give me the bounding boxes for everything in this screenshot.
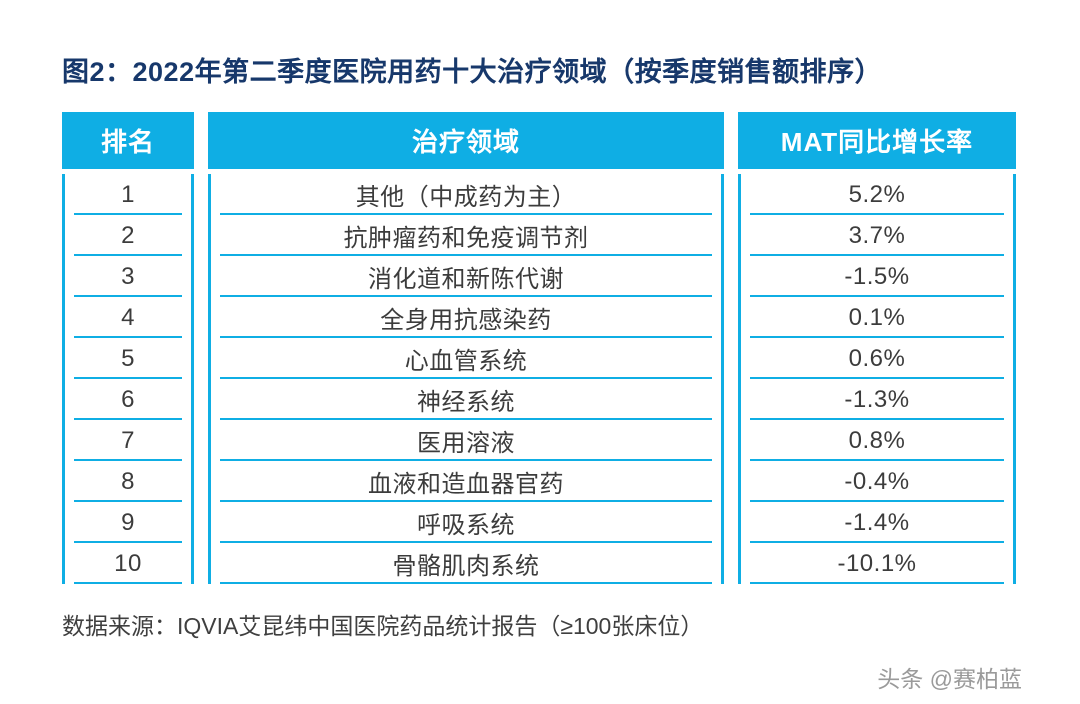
area-column: 治疗领域 其他（中成药为主） 抗肿瘤药和免疫调节剂 消化道和新陈代谢 全身用抗感染药心… bbox=[208, 112, 724, 584]
growth-column-body: 5.2% 3.7% -1.5% 0.1% 0.6% -1.3% 0.8% -0.4% -1.4%… bbox=[738, 174, 1016, 584]
area-cell: 骨骼肌肉系统 bbox=[211, 543, 721, 584]
growth-cell: 0.8% bbox=[741, 420, 1013, 461]
growth-cell: -1.5% bbox=[741, 256, 1013, 297]
area-cell: 其他（中成药为主） bbox=[211, 174, 721, 215]
rank-cell: 5 bbox=[65, 338, 191, 379]
area-header: 治疗领域 bbox=[208, 112, 724, 169]
area-cell: 呼吸系统 bbox=[211, 502, 721, 543]
rank-cell: 2 bbox=[65, 215, 191, 256]
growth-cell: -10.1% bbox=[741, 543, 1013, 584]
rank-header: 排名 bbox=[62, 112, 194, 169]
rank-cell: 8 bbox=[65, 461, 191, 502]
growth-cell: 3.7% bbox=[741, 215, 1013, 256]
growth-cell: -1.3% bbox=[741, 379, 1013, 420]
growth-header: MAT同比增长率 bbox=[738, 112, 1016, 169]
watermark-label: 头条 @赛柏蓝 bbox=[877, 666, 1022, 692]
area-cell: 全身用抗感染药 bbox=[211, 297, 721, 338]
rank-cell: 6 bbox=[65, 379, 191, 420]
rank-column: 排名 1 2 3 4 5 6 7 8 9 10 bbox=[62, 112, 194, 584]
growth-cell: 5.2% bbox=[741, 174, 1013, 215]
rank-cell: 3 bbox=[65, 256, 191, 297]
rank-cell: 9 bbox=[65, 502, 191, 543]
growth-cell: 0.6% bbox=[741, 338, 1013, 379]
growth-cell: -1.4% bbox=[741, 502, 1013, 543]
rank-cell: 10 bbox=[65, 543, 191, 584]
growth-cell: 0.1% bbox=[741, 297, 1013, 338]
figure-title: 图2：2022年第二季度医院用药十大治疗领域（按季度销售额排序） bbox=[62, 57, 883, 87]
area-cell: 医用溶液 bbox=[211, 420, 721, 461]
area-column-body: 其他（中成药为主） 抗肿瘤药和免疫调节剂 消化道和新陈代谢 全身用抗感染药 心血管系统神… bbox=[208, 174, 724, 584]
rank-cell: 1 bbox=[65, 174, 191, 215]
growth-column: MAT同比增长率 5.2% 3.7% -1.5% 0.1% 0.6% -1.3% 0.8% -… bbox=[738, 112, 1016, 584]
area-cell: 消化道和新陈代谢 bbox=[211, 256, 721, 297]
area-cell: 血液和造血器官药 bbox=[211, 461, 721, 502]
growth-cell: -0.4% bbox=[741, 461, 1013, 502]
area-cell: 心血管系统 bbox=[211, 338, 721, 379]
data-table: 排名 1 2 3 4 5 6 7 8 9 10 治疗领域 其他（中成药为主） 抗肿瘤药和免疫调节剂消… bbox=[62, 112, 1016, 584]
area-cell: 抗肿瘤药和免疫调节剂 bbox=[211, 215, 721, 256]
rank-column-body: 1 2 3 4 5 6 7 8 9 10 bbox=[62, 174, 194, 584]
rank-cell: 7 bbox=[65, 420, 191, 461]
rank-cell: 4 bbox=[65, 297, 191, 338]
data-source-note: 数据来源：IQVIA艾昆纬中国医院药品统计报告（≥100张床位） bbox=[62, 613, 704, 639]
area-cell: 神经系统 bbox=[211, 379, 721, 420]
